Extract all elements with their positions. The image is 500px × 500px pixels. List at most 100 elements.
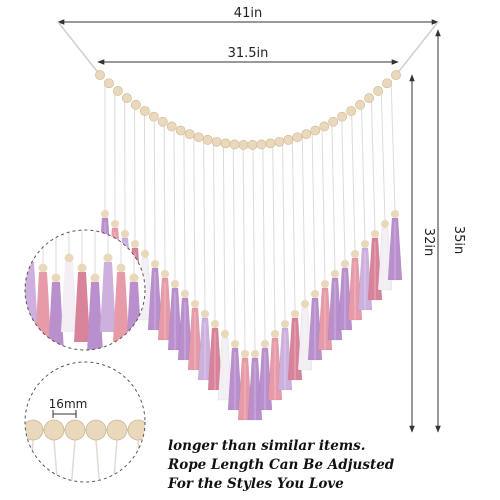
bead-span-dimension: 31.5in (97, 46, 399, 65)
wood-bead (391, 70, 401, 80)
wood-bead (364, 93, 374, 104)
tassel-bead (201, 310, 209, 318)
bead-garland (95, 70, 401, 150)
caption-line-3: For the Styles You Love (168, 476, 344, 492)
tassel-bead (381, 220, 389, 228)
tassel-bead (331, 270, 339, 278)
tassel-bead (131, 240, 139, 248)
tassel-bead (391, 210, 399, 218)
tassel (387, 210, 403, 281)
wood-bead (310, 125, 321, 136)
tassel-bead (211, 320, 219, 328)
wood-bead (85, 419, 107, 441)
tassel (217, 330, 233, 401)
wood-bead (283, 134, 294, 145)
tassel-closeup (24, 229, 146, 351)
wood-bead (256, 139, 267, 150)
tassel-bead (341, 260, 349, 268)
wood-bead (113, 86, 123, 96)
bead-span-label: 31.5in (228, 46, 269, 61)
tassel-bead (261, 340, 269, 348)
wood-bead (43, 419, 65, 441)
tassel-bead (351, 250, 359, 258)
wood-bead (184, 129, 195, 140)
tassel (187, 300, 203, 371)
wood-bead (175, 125, 186, 136)
tassel-height-label: 32in (421, 228, 436, 256)
caption-line-1: longer than similar items. (168, 438, 366, 454)
wood-bead (229, 139, 240, 150)
wood-bead (25, 419, 44, 441)
wood-bead (106, 419, 128, 441)
wood-bead (139, 106, 150, 116)
tassel-bead (301, 300, 309, 308)
width-dimension: 41in (57, 6, 439, 25)
wood-bead (274, 136, 285, 147)
tassel-bead (311, 290, 319, 298)
wood-bead (122, 93, 132, 104)
wood-bead (157, 116, 168, 127)
wood-bead (95, 70, 105, 80)
bead-size-label: 16mm (49, 397, 88, 411)
wood-bead (292, 132, 303, 143)
wood-bead (355, 99, 366, 110)
tassel-height-dimension: 32in (409, 74, 436, 433)
wood-bead (64, 419, 86, 441)
bead-closeup: 16mm (24, 361, 146, 483)
wood-bead (130, 99, 141, 110)
wood-bead (193, 132, 204, 143)
caption-line-2: Rope Length Can Be Adjusted (168, 457, 395, 473)
tassel (227, 340, 243, 411)
tassel-bead (321, 280, 329, 288)
caption: longer than similar items. Rope Length C… (168, 437, 488, 494)
tassel-bead (101, 210, 109, 218)
tassel-garland (97, 210, 403, 421)
wood-bead (211, 136, 222, 147)
wood-bead (373, 86, 383, 96)
wood-bead (238, 140, 249, 150)
wood-bead (104, 78, 114, 89)
tassel-bead (111, 220, 119, 228)
tassel-bead (241, 350, 249, 358)
wood-bead (247, 140, 258, 150)
wood-bead (127, 419, 145, 441)
tassel-strings (104, 79, 396, 353)
wood-bead (301, 129, 312, 140)
hanging-rope (57, 21, 439, 76)
wood-bead (265, 138, 276, 149)
tassel-bead (171, 280, 179, 288)
tassel-bead (251, 350, 259, 358)
wood-bead (166, 121, 177, 132)
tassel-bead (181, 290, 189, 298)
wood-bead (328, 116, 339, 127)
tassel-bead (221, 330, 229, 338)
tassel-bead (271, 330, 279, 338)
tassel-bead (191, 300, 199, 308)
tassel (207, 320, 223, 391)
total-width-label: 41in (234, 6, 262, 21)
wood-bead (148, 111, 159, 122)
tassel-bead (161, 270, 169, 278)
tassel (197, 310, 213, 381)
wood-bead (202, 134, 213, 145)
wood-bead (346, 106, 357, 116)
total-height-dimension: 35in (435, 29, 466, 433)
wood-bead (319, 121, 330, 132)
tassel (147, 260, 163, 331)
bead-size-marker: 16mm (49, 397, 88, 418)
tassel-bead (141, 250, 149, 258)
tassel-bead (281, 320, 289, 328)
tassel-bead (231, 340, 239, 348)
wood-bead (220, 138, 231, 149)
wood-bead (382, 78, 392, 89)
tassel (237, 350, 253, 421)
tassel (157, 270, 173, 341)
total-height-label: 35in (451, 226, 466, 254)
wood-bead (337, 111, 348, 122)
tassel-bead (361, 240, 369, 248)
tassel-bead (151, 260, 159, 268)
tassel (177, 290, 193, 361)
tassel-bead (291, 310, 299, 318)
tassel-bead (371, 230, 379, 238)
